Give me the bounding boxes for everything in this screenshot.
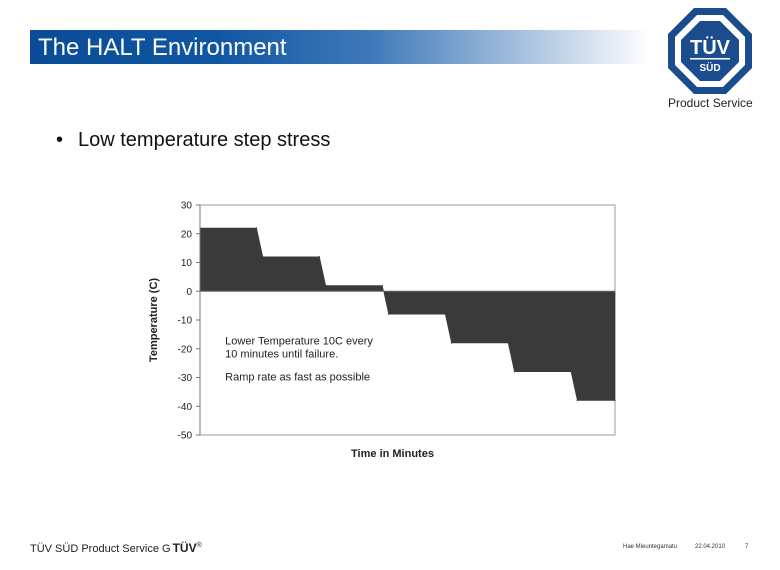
data-point <box>507 342 509 344</box>
y-tick-label: -10 <box>178 316 193 327</box>
y-tick-label: -40 <box>178 402 193 413</box>
logo-caption: Product Service <box>668 96 753 110</box>
data-point <box>614 399 616 402</box>
y-tick-label: 20 <box>181 229 193 240</box>
slide-title: The HALT Environment <box>38 34 287 61</box>
data-point <box>444 313 446 315</box>
y-tick-label: -20 <box>178 344 193 355</box>
y-tick-label: 0 <box>186 287 192 298</box>
tuv-logo: TÜV SÜD Product Service <box>668 8 753 114</box>
bullet-text: Low temperature step stress <box>78 129 331 151</box>
title-bar: The HALT Environment <box>30 30 650 64</box>
data-point <box>318 256 321 258</box>
temperature-chart: 30 20 10 0 -10 -20 -30 -40 -50 Temperature (C) Tim… <box>148 201 616 460</box>
data-point <box>325 284 327 287</box>
footer-page: 7 <box>745 544 749 550</box>
data-point <box>255 227 258 229</box>
annotation: Room Temperature <box>206 206 300 218</box>
y-tick-label: 10 <box>181 258 193 269</box>
data-point <box>576 399 578 402</box>
logo-brand: TÜV <box>690 36 731 59</box>
y-tick-label: -30 <box>178 373 193 384</box>
data-point <box>513 371 515 373</box>
data-point <box>570 371 572 373</box>
footer-author: Hae Mieuntegamatu <box>623 544 678 550</box>
y-tick-label: -50 <box>178 431 193 442</box>
x-axis-label: Time in Minutes <box>351 448 434 460</box>
footer-company-name: TÜV SÜD Product Service G <box>30 543 171 555</box>
annotation: Ramp rate as fast as possible <box>225 371 370 383</box>
data-point <box>388 313 390 315</box>
footer-registered: ® <box>196 542 202 549</box>
data-point <box>450 342 453 344</box>
bullet-marker: • <box>56 129 64 151</box>
footer-date: 22.04.2010 <box>695 544 726 550</box>
tuv-octagon-icon: TÜV SÜD <box>668 8 752 94</box>
data-point <box>381 284 383 287</box>
annotation: Lower Temperature 10C every <box>225 335 373 347</box>
footer-tuv-mark: TÜV® <box>173 541 202 555</box>
logo-sub: SÜD <box>699 61 720 74</box>
annotation: 10 minutes until failure. <box>225 348 338 360</box>
y-axis-label: Temperature (C) <box>148 278 160 362</box>
y-tick-label: 30 <box>181 201 193 212</box>
footer-company: TÜV SÜD Product Service G TÜV® <box>30 541 202 555</box>
data-point <box>262 256 264 258</box>
footer-mark-text: TÜV <box>172 541 197 555</box>
bullet-item: • Low temperature step stress <box>56 129 330 152</box>
